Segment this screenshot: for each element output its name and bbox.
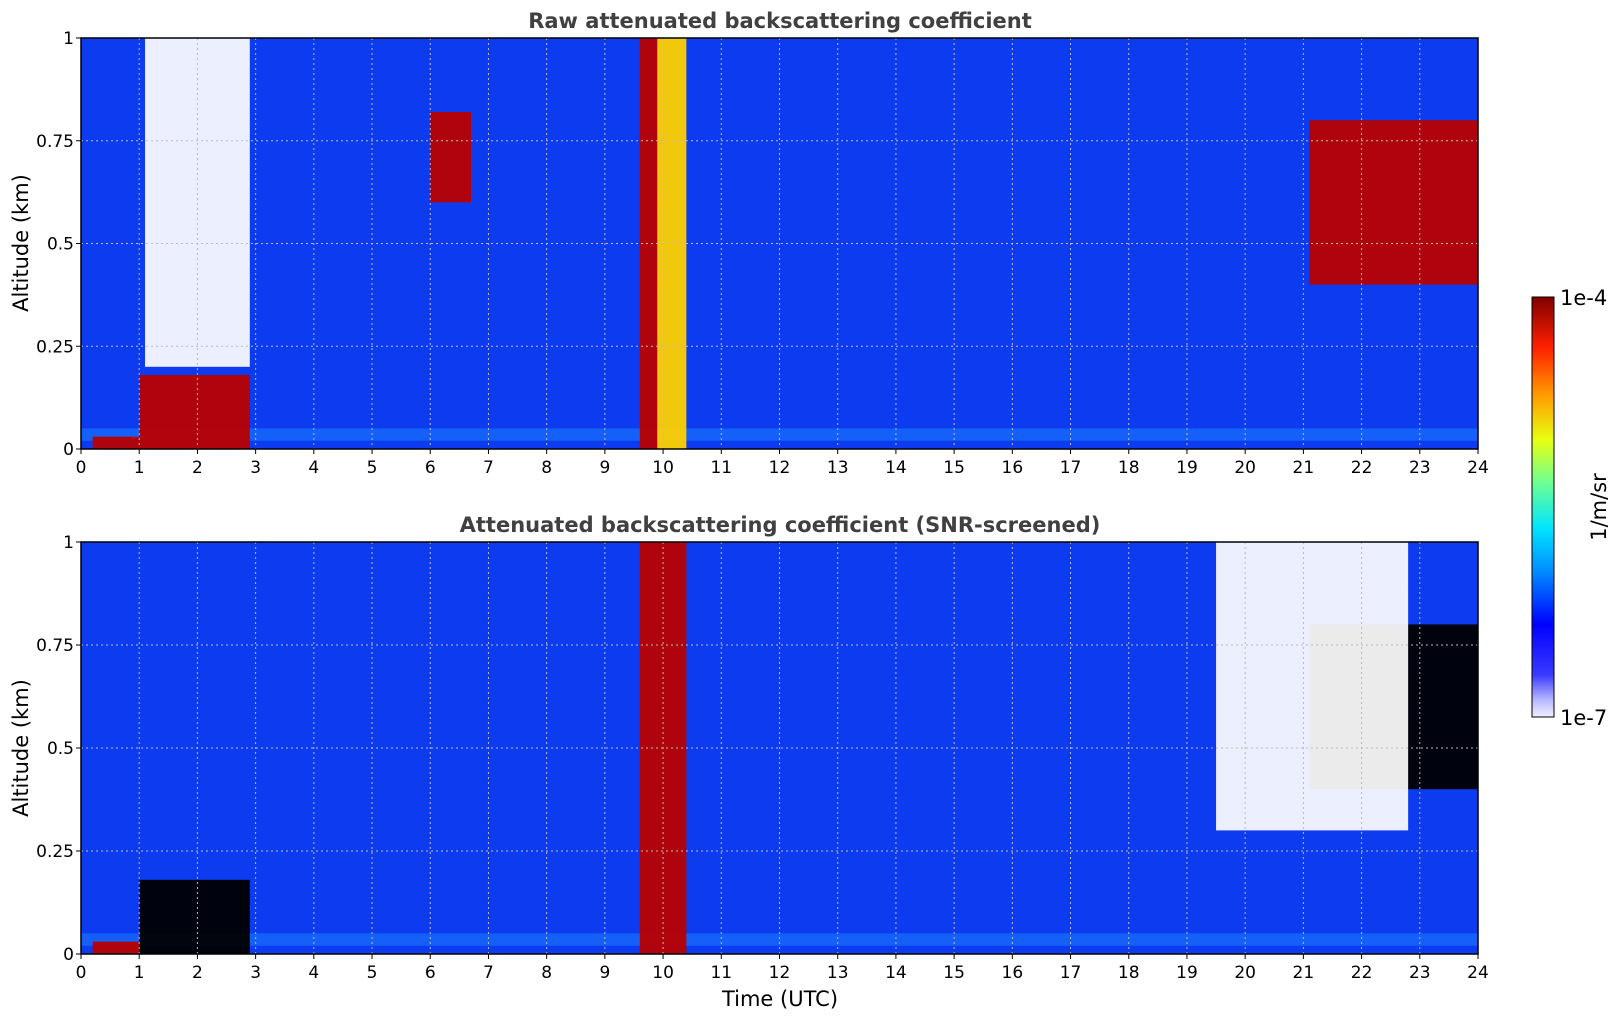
x-tick-label: 16 (1002, 458, 1024, 478)
x-tick-label: 18 (1118, 963, 1140, 983)
x-tick-label: 15 (943, 458, 965, 478)
x-tick-label: 21 (1293, 458, 1315, 478)
x-tick-label: 8 (541, 458, 552, 478)
x-tick-label: 9 (599, 458, 610, 478)
y-tick-label: 0.5 (47, 739, 74, 759)
x-tick-label: 12 (769, 458, 791, 478)
panel-screened-grid (81, 542, 1478, 954)
colorbar-min-label: 1e-7 (1560, 706, 1607, 730)
x-tick-label: 15 (943, 963, 965, 983)
colorbar-gradient (1531, 296, 1555, 718)
y-tick-label: 0.75 (36, 132, 74, 152)
heatmap-feature-1 (139, 375, 250, 449)
panel-raw-y-axis-label: Altitude (km) (9, 174, 33, 312)
x-tick-label: 10 (652, 458, 674, 478)
x-tick-label: 19 (1176, 963, 1198, 983)
x-tick-label: 0 (76, 458, 87, 478)
panel-screened-y-ticks: 0 0.25 0.5 0.75 1 (36, 533, 81, 965)
heatmap-feature-0 (92, 436, 140, 449)
x-tick-label: 5 (367, 458, 378, 478)
x-tick-label: 13 (827, 458, 849, 478)
x-tick-label: 13 (827, 963, 849, 983)
colorbar-unit-label: 1/m/sr (1587, 473, 1611, 541)
x-tick-label: 2 (192, 458, 203, 478)
x-tick-label: 14 (885, 963, 907, 983)
x-tick-label: 5 (367, 963, 378, 983)
x-tick-label: 20 (1234, 458, 1256, 478)
heatmap-feature-4 (1216, 542, 1409, 831)
x-tick-label: 20 (1234, 963, 1256, 983)
x-tick-label: 17 (1060, 458, 1082, 478)
y-tick-label: 1 (63, 533, 74, 553)
x-tick-label: 1 (134, 963, 145, 983)
x-tick-label: 8 (541, 963, 552, 983)
heatmap-feature-1 (139, 879, 250, 954)
panel-screened-heatmap (81, 542, 1478, 954)
panel-raw-title: Raw attenuated backscattering coefficien… (528, 9, 1032, 33)
panel-screened-y-axis-label: Altitude (km) (9, 679, 33, 817)
x-tick-label: 11 (710, 458, 732, 478)
heatmap-feature-6 (1309, 120, 1478, 285)
colorbar-max-label: 1e-4 (1560, 286, 1607, 310)
colorbar: 1e-4 1e-7 1/m/sr (1531, 286, 1611, 730)
x-tick-label: 23 (1409, 963, 1431, 983)
x-tick-label: 4 (308, 963, 319, 983)
x-tick-label: 2 (192, 963, 203, 983)
y-tick-label: 0 (63, 945, 74, 965)
x-tick-label: 17 (1060, 963, 1082, 983)
y-tick-label: 0.75 (36, 636, 74, 656)
panel-raw: Raw attenuated backscattering coefficien… (9, 9, 1489, 478)
x-tick-label: 6 (425, 458, 436, 478)
heatmap-feature-0 (92, 941, 140, 954)
x-tick-label: 14 (885, 458, 907, 478)
y-tick-label: 1 (63, 29, 74, 49)
x-tick-label: 23 (1409, 458, 1431, 478)
x-tick-label: 3 (250, 458, 261, 478)
panel-screened: Attenuated backscattering coefficient (S… (9, 513, 1489, 1011)
x-tick-label: 10 (652, 963, 674, 983)
x-tick-label: 1 (134, 458, 145, 478)
x-tick-label: 12 (769, 963, 791, 983)
y-tick-label: 0 (63, 440, 74, 460)
y-tick-label: 0.25 (36, 337, 74, 357)
x-tick-label: 22 (1351, 963, 1373, 983)
x-tick-label: 11 (710, 963, 732, 983)
x-tick-label: 18 (1118, 458, 1140, 478)
panel-raw-grid (81, 38, 1478, 449)
x-tick-label: 6 (425, 963, 436, 983)
x-tick-label: 21 (1293, 963, 1315, 983)
heatmap-feature-3 (430, 111, 471, 203)
x-tick-label: 4 (308, 458, 319, 478)
panel-screened-x-axis-label: Time (UTC) (721, 987, 838, 1011)
x-tick-label: 9 (599, 963, 610, 983)
x-tick-label: 22 (1351, 458, 1373, 478)
x-tick-label: 24 (1467, 458, 1489, 478)
x-tick-label: 16 (1002, 963, 1024, 983)
panel-raw-x-ticks: 0 1 2 3 4 5 6 7 8 9 10 11 12 13 14 15 16 17 18 19 20 21 22 23 24 (76, 449, 1489, 478)
heatmap-feature-2 (145, 38, 250, 367)
y-tick-label: 0.5 (47, 235, 74, 255)
x-tick-label: 19 (1176, 458, 1198, 478)
panel-raw-y-ticks: 0 0.25 0.5 0.75 1 (36, 29, 81, 460)
x-tick-label: 7 (483, 963, 494, 983)
x-tick-label: 0 (76, 963, 87, 983)
panel-screened-title: Attenuated backscattering coefficient (S… (460, 513, 1101, 537)
x-tick-label: 3 (250, 963, 261, 983)
x-tick-label: 7 (483, 458, 494, 478)
x-tick-label: 24 (1467, 963, 1489, 983)
panel-screened-x-ticks: 0 1 2 3 4 5 6 7 8 9 10 11 12 13 14 15 16 17 18 19 20 21 22 23 24 (76, 954, 1489, 983)
y-tick-label: 0.25 (36, 842, 74, 862)
